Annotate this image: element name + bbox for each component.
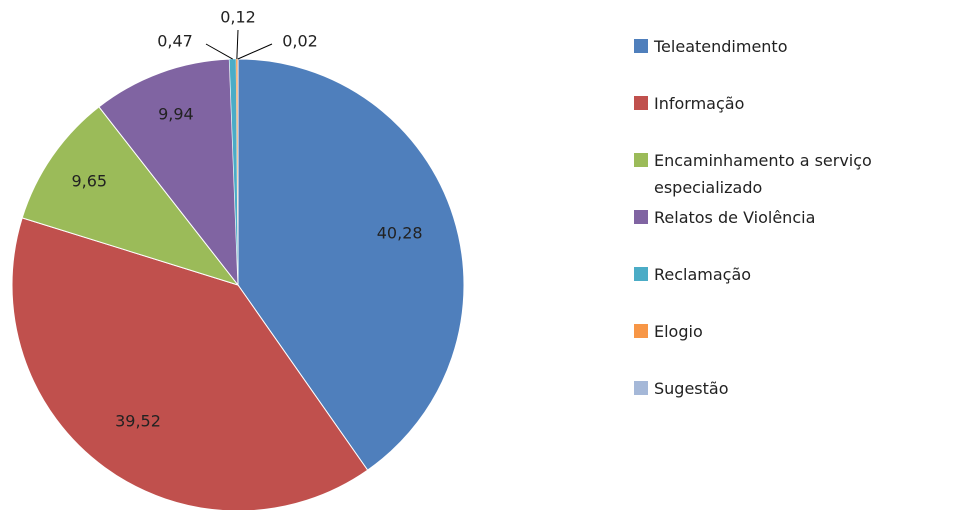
legend-item: Elogio xyxy=(634,318,949,375)
legend-swatch xyxy=(634,210,648,224)
legend-swatch xyxy=(634,153,648,167)
pie-slice xyxy=(98,58,239,287)
pie-slice xyxy=(11,217,369,510)
legend-label: Relatos de Violência xyxy=(654,208,816,227)
legend-item: Teleatendimento xyxy=(634,33,949,90)
pie-slice xyxy=(237,58,465,471)
data-label: 40,28 xyxy=(377,224,423,243)
pie-slice xyxy=(21,106,240,286)
leader-line xyxy=(236,29,239,60)
data-label: 0,12 xyxy=(220,8,256,27)
legend-label: Informação xyxy=(654,94,745,113)
legend-item: Encaminhamento a serviço especializado xyxy=(634,147,949,204)
legend-swatch xyxy=(634,324,648,338)
legend-item: Relatos de Violência xyxy=(634,204,949,261)
legend-item: Sugestão xyxy=(634,375,949,432)
legend-label: Elogio xyxy=(654,322,703,341)
legend-item: Reclamação xyxy=(634,261,949,318)
legend-label: Teleatendimento xyxy=(654,37,788,56)
legend: Teleatendimento Informação Encaminhamento … xyxy=(634,33,949,432)
legend-swatch xyxy=(634,267,648,281)
data-label: 0,02 xyxy=(282,32,318,51)
data-label: 9,94 xyxy=(158,105,194,124)
legend-swatch xyxy=(634,381,648,395)
leader-line xyxy=(237,43,273,60)
leader-line xyxy=(205,43,233,60)
legend-label: Encaminhamento a serviço especializado xyxy=(654,151,872,197)
data-label: 39,52 xyxy=(115,411,161,430)
data-label: 9,65 xyxy=(71,172,107,191)
legend-swatch xyxy=(634,39,648,53)
data-label: 0,47 xyxy=(157,32,193,51)
legend-label: Reclamação xyxy=(654,265,752,284)
legend-label: Sugestão xyxy=(654,379,729,398)
legend-swatch xyxy=(634,96,648,110)
legend-item: Informação xyxy=(634,90,949,147)
